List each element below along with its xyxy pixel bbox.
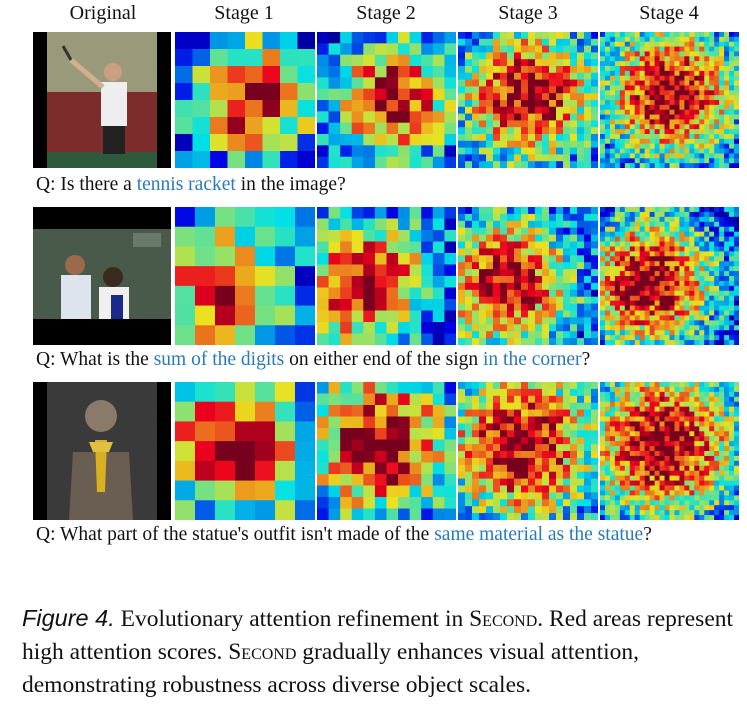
question-highlight: tennis racket [136,174,236,195]
header-stage-3: Stage 3 [498,2,558,24]
figure-panel: Original Stage 1 Stage 2 Stage 3 Stage 4 [0,2,747,554]
original-image-statue [33,382,171,520]
example-row-3: Q: What part of the statue's outfit isn'… [0,382,747,554]
question-text-end: ? [643,524,652,545]
header-stage-1: Stage 1 [214,2,274,24]
example-row-1: Q: Is there a tennis racket in the image… [0,32,747,202]
stage-1-heatmap-row-2 [175,207,315,345]
model-name-2: Second [228,639,297,665]
question-text-mid: on either end of the sign [284,349,484,370]
stage-4-heatmap-row-3 [600,382,739,520]
question-highlight: sum of the digits [153,349,285,370]
figure-caption: Figure 4. Evolutionary attention refinem… [22,602,742,702]
stage-2-heatmap-row-2 [317,207,456,345]
question-text-end: in the image? [235,174,346,195]
stage-2-heatmap-row-3 [317,382,456,520]
question-row-2: Q: What is the sum of the digits on eith… [36,349,590,371]
original-image-sign [33,207,171,345]
question-row-1: Q: Is there a tennis racket in the image… [36,174,346,196]
question-text: Q: What part of the statue's outfit isn'… [36,524,435,545]
stage-4-heatmap-row-2 [600,207,739,345]
stage-1-heatmap-row-3 [175,382,315,520]
header-stage-2: Stage 2 [356,2,416,24]
caption-text-2: . Red areas represent high attention sco… [22,606,734,665]
stage-1-heatmap-row-1 [175,32,315,168]
question-text: Q: What is the [36,349,154,370]
column-headers: Original Stage 1 Stage 2 Stage 3 Stage 4 [0,2,747,28]
stage-2-heatmap-row-1 [317,32,456,168]
caption-text-3: gradually enhances visual attention, dem… [22,639,640,698]
stage-3-heatmap-row-1 [458,32,598,168]
question-row-3: Q: What part of the statue's outfit isn'… [36,524,652,546]
header-original: Original [69,2,137,24]
question-highlight-2: in the corner [483,349,582,370]
original-image-tennis [33,32,171,168]
question-highlight: same material as the statue [434,524,644,545]
header-stage-4: Stage 4 [639,2,699,24]
stage-3-heatmap-row-2 [458,207,598,345]
question-text: Q: Is there a [36,174,137,195]
stage-4-heatmap-row-1 [600,32,739,168]
stage-3-heatmap-row-3 [458,382,598,520]
caption-text-1: Evolutionary attention refinement in [114,606,470,632]
question-text-end: ? [581,349,591,370]
example-row-2: Q: What is the sum of the digits on eith… [0,207,747,379]
model-name: Second [469,606,538,632]
figure-label: Figure 4. [22,605,115,631]
